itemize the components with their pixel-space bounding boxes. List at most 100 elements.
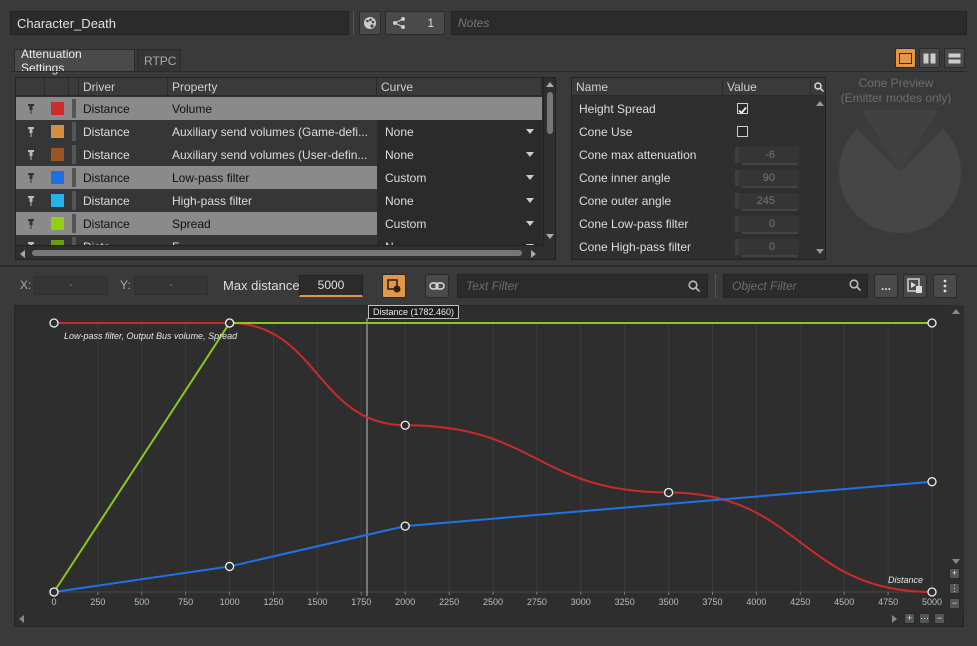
object-filter-input[interactable]: Object Filter <box>723 274 868 298</box>
panel-splitter[interactable] <box>0 265 977 267</box>
zoom-fit-horizontal-button[interactable]: ⋯ <box>919 613 930 624</box>
slider-track[interactable] <box>742 186 798 188</box>
graph-hscroll[interactable] <box>15 613 900 625</box>
game-object-profiler-button[interactable] <box>903 274 927 298</box>
max-distance-input[interactable]: 5000 <box>299 275 363 297</box>
col-property-header[interactable]: Property <box>168 78 377 96</box>
property-cell[interactable]: Spread <box>168 212 377 235</box>
color-cell[interactable] <box>45 166 69 189</box>
browse-button[interactable]: ... <box>874 274 898 298</box>
driver-cell[interactable]: Distance <box>79 189 168 212</box>
curve-dropdown[interactable]: None <box>377 120 542 143</box>
pin-cell[interactable] <box>16 189 45 212</box>
color-cell[interactable] <box>45 212 69 235</box>
object-name-field[interactable]: Character_Death <box>10 11 349 35</box>
layout-vertical-split-button[interactable] <box>919 48 940 68</box>
cone-property-row[interactable]: Height Spread <box>572 97 813 120</box>
slider-track[interactable] <box>742 163 798 165</box>
curve-color-swatch[interactable] <box>50 102 64 115</box>
tab-rtpc[interactable]: RTPC <box>137 49 181 71</box>
curve-color-swatch[interactable] <box>50 125 64 138</box>
pin-cell[interactable] <box>16 120 45 143</box>
layout-horizontal-split-button[interactable] <box>944 48 965 68</box>
col-value-header[interactable]: Value <box>723 78 811 96</box>
cone-property-row[interactable]: Cone Low-pass filter 0 <box>572 212 813 235</box>
curve-table-row[interactable]: Distance Auxiliary send volumes (Game-de… <box>16 120 555 143</box>
show-objects-button[interactable] <box>382 274 406 298</box>
driver-cell[interactable]: Distance <box>79 97 168 120</box>
scroll-up-icon[interactable] <box>952 309 960 314</box>
cone-property-row[interactable]: Cone max attenuation -6 <box>572 143 813 166</box>
scroll-right-icon[interactable] <box>892 615 897 623</box>
curve-graph-panel[interactable] <box>14 305 964 627</box>
curve-color-swatch[interactable] <box>50 194 64 207</box>
scroll-left-icon[interactable] <box>19 615 24 623</box>
zoom-out-vertical-button[interactable]: − <box>949 598 960 609</box>
curve-table-hscroll-thumb[interactable] <box>32 250 522 256</box>
property-value-field[interactable]: 0 <box>737 239 799 255</box>
pin-icon[interactable] <box>27 195 35 206</box>
slider-handle[interactable] <box>735 147 739 163</box>
curve-color-swatch[interactable] <box>50 148 64 161</box>
y-value-field[interactable]: - <box>134 276 208 295</box>
color-cell[interactable] <box>45 120 69 143</box>
pin-icon[interactable] <box>27 218 35 229</box>
property-checkbox[interactable] <box>737 103 748 115</box>
curve-dropdown[interactable] <box>377 97 542 120</box>
curve-table-row[interactable]: Distance Low-pass filter Custom <box>16 166 555 189</box>
x-value-field[interactable]: - <box>34 276 108 295</box>
text-filter-input[interactable]: Text Filter <box>457 274 708 298</box>
scroll-up-icon[interactable] <box>546 82 554 87</box>
share-sets-button[interactable]: 1 <box>385 11 445 35</box>
curve-table-vscroll-thumb[interactable] <box>547 92 553 134</box>
slider-handle[interactable] <box>735 193 739 209</box>
slider-track[interactable] <box>742 232 798 234</box>
curve-table-hscroll[interactable] <box>16 245 543 259</box>
link-button[interactable] <box>425 274 449 298</box>
zoom-in-vertical-button[interactable]: + <box>949 568 960 579</box>
curve-table-row[interactable]: Distance Auxiliary send volumes (User-de… <box>16 143 555 166</box>
slider-handle[interactable] <box>735 239 739 255</box>
graph-vscroll[interactable] <box>947 305 964 610</box>
cone-property-row[interactable]: Cone High-pass filter 0 <box>572 235 813 258</box>
driver-cell[interactable]: Distance <box>79 212 168 235</box>
layout-single-button[interactable] <box>895 48 916 68</box>
scroll-down-icon[interactable] <box>546 234 554 239</box>
pin-cell[interactable] <box>16 97 45 120</box>
property-cell[interactable]: Auxiliary send volumes (User-defin... <box>168 143 377 166</box>
curve-dropdown[interactable]: Custom <box>377 166 542 189</box>
scroll-down-icon[interactable] <box>816 249 824 254</box>
col-driver-header[interactable]: Driver <box>79 78 168 96</box>
pin-icon[interactable] <box>27 103 35 114</box>
curve-table-row[interactable]: Distance Volume <box>16 97 555 120</box>
property-value-field[interactable]: 245 <box>737 193 799 209</box>
curve-color-swatch[interactable] <box>50 217 64 230</box>
pin-icon[interactable] <box>27 149 35 160</box>
col-name-header[interactable]: Name <box>572 78 723 96</box>
cone-search-button[interactable] <box>811 78 825 96</box>
driver-cell[interactable]: Distance <box>79 143 168 166</box>
scroll-right-icon[interactable] <box>531 250 536 258</box>
cone-property-row[interactable]: Cone Use <box>572 120 813 143</box>
property-value-field[interactable]: 0 <box>737 216 799 232</box>
pin-cell[interactable] <box>16 143 45 166</box>
property-checkbox[interactable] <box>737 126 748 137</box>
curve-color-swatch[interactable] <box>50 171 64 184</box>
cone-property-row[interactable]: Cone outer angle 245 <box>572 189 813 212</box>
slider-handle[interactable] <box>735 216 739 232</box>
color-cell[interactable] <box>45 97 69 120</box>
cone-property-row[interactable]: Cone inner angle 90 <box>572 166 813 189</box>
more-options-button[interactable] <box>933 274 957 298</box>
scroll-left-icon[interactable] <box>20 250 25 258</box>
zoom-out-horizontal-button[interactable]: − <box>934 613 945 624</box>
color-palette-button[interactable] <box>359 11 381 35</box>
color-cell[interactable] <box>45 143 69 166</box>
pin-cell[interactable] <box>16 212 45 235</box>
curve-dropdown[interactable]: None <box>377 189 542 212</box>
property-cell[interactable]: Low-pass filter <box>168 166 377 189</box>
curve-table-vscroll[interactable] <box>543 78 555 246</box>
notes-field[interactable]: Notes <box>451 11 967 35</box>
scroll-up-icon[interactable] <box>816 101 824 106</box>
property-cell[interactable]: High-pass filter <box>168 189 377 212</box>
pin-icon[interactable] <box>27 126 35 137</box>
